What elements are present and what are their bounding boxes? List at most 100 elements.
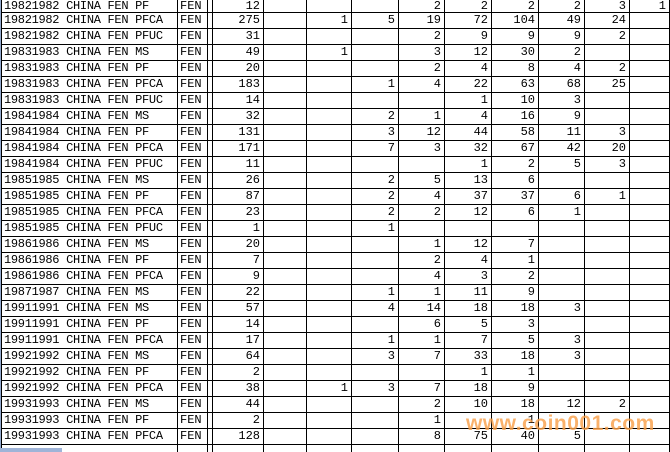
unit-cell[interactable]: FEN xyxy=(178,237,208,253)
grade-count-cell[interactable] xyxy=(352,61,399,77)
grade-count-cell[interactable]: 12 xyxy=(445,205,492,221)
grade-count-cell[interactable]: 5 xyxy=(539,157,585,173)
grade-count-cell[interactable] xyxy=(492,445,539,452)
grade-count-cell[interactable]: 87 xyxy=(213,189,264,205)
grade-count-cell[interactable] xyxy=(585,173,630,189)
grade-count-cell[interactable]: 2 xyxy=(399,0,445,13)
coin-name-cell[interactable]: 19921992 CHINA FEN PFCA xyxy=(2,381,178,397)
grade-count-cell[interactable] xyxy=(264,269,307,285)
grade-count-cell[interactable]: 22 xyxy=(445,77,492,93)
unit-cell[interactable]: FEN xyxy=(178,29,208,45)
grade-count-cell[interactable]: 1 xyxy=(585,189,630,205)
grade-count-cell[interactable]: 2 xyxy=(445,0,492,13)
coin-name-cell[interactable]: 19831983 CHINA FEN PF xyxy=(2,61,178,77)
unit-cell[interactable]: FEN xyxy=(178,269,208,285)
grade-count-cell[interactable]: 2 xyxy=(539,45,585,61)
grade-count-cell[interactable]: 7 xyxy=(213,253,264,269)
grade-count-cell[interactable]: 1 xyxy=(307,13,352,29)
grade-count-cell[interactable] xyxy=(307,413,352,429)
grade-count-cell[interactable] xyxy=(264,285,307,301)
grade-count-cell[interactable] xyxy=(352,93,399,109)
coin-name-cell[interactable]: 19911991 CHINA FEN PFCA xyxy=(2,333,178,349)
grade-count-cell[interactable] xyxy=(630,237,670,253)
grade-count-cell[interactable] xyxy=(630,141,670,157)
grade-count-cell[interactable]: 2 xyxy=(399,397,445,413)
grade-count-cell[interactable]: 20 xyxy=(213,61,264,77)
grade-count-cell[interactable] xyxy=(399,157,445,173)
grade-count-cell[interactable]: 18 xyxy=(445,381,492,397)
grade-count-cell[interactable]: 30 xyxy=(492,45,539,61)
grade-count-cell[interactable] xyxy=(264,301,307,317)
unit-cell[interactable]: FEN xyxy=(178,93,208,109)
grade-count-cell[interactable]: 9 xyxy=(539,29,585,45)
coin-name-cell[interactable]: 19831983 CHINA FEN MS xyxy=(2,45,178,61)
grade-count-cell[interactable] xyxy=(630,189,670,205)
grade-count-cell[interactable] xyxy=(539,445,585,452)
unit-cell[interactable]: FEN xyxy=(178,125,208,141)
coin-name-cell[interactable]: 19831983 CHINA FEN PFUC xyxy=(2,93,178,109)
coin-name-cell[interactable]: 19931993 CHINA FEN PFCA xyxy=(2,429,178,445)
grade-count-cell[interactable]: 5 xyxy=(352,13,399,29)
grade-count-cell[interactable] xyxy=(307,269,352,285)
grade-count-cell[interactable] xyxy=(352,269,399,285)
grade-count-cell[interactable] xyxy=(307,333,352,349)
grade-count-cell[interactable] xyxy=(585,333,630,349)
grade-count-cell[interactable] xyxy=(630,253,670,269)
grade-count-cell[interactable] xyxy=(307,125,352,141)
grade-count-cell[interactable] xyxy=(352,237,399,253)
grade-count-cell[interactable] xyxy=(630,269,670,285)
coin-name-cell[interactable]: 19841984 CHINA FEN PF xyxy=(2,125,178,141)
grade-count-cell[interactable] xyxy=(264,333,307,349)
grade-count-cell[interactable]: 18 xyxy=(445,301,492,317)
grade-count-cell[interactable] xyxy=(264,237,307,253)
coin-name-cell[interactable]: 19921992 CHINA FEN MS xyxy=(2,349,178,365)
grade-count-cell[interactable] xyxy=(264,381,307,397)
grade-count-cell[interactable]: 1 xyxy=(352,77,399,93)
coin-name-cell[interactable]: 19861986 CHINA FEN PFCA xyxy=(2,269,178,285)
unit-cell[interactable]: FEN xyxy=(178,109,208,125)
grade-count-cell[interactable] xyxy=(352,0,399,13)
grade-count-cell[interactable]: 1 xyxy=(307,45,352,61)
grade-count-cell[interactable]: 37 xyxy=(492,189,539,205)
grade-count-cell[interactable]: 5 xyxy=(539,429,585,445)
grade-count-cell[interactable]: 64 xyxy=(213,349,264,365)
grade-count-cell[interactable]: 6 xyxy=(539,189,585,205)
grade-count-cell[interactable]: 22 xyxy=(213,285,264,301)
unit-cell[interactable]: FEN xyxy=(178,61,208,77)
grade-count-cell[interactable]: 32 xyxy=(445,141,492,157)
grade-count-cell[interactable] xyxy=(585,381,630,397)
grade-count-cell[interactable]: 2 xyxy=(352,173,399,189)
grade-count-cell[interactable]: 44 xyxy=(445,125,492,141)
grade-count-cell[interactable]: 2 xyxy=(352,109,399,125)
grade-count-cell[interactable] xyxy=(399,93,445,109)
grade-count-cell[interactable]: 1 xyxy=(445,365,492,381)
grade-count-cell[interactable] xyxy=(539,221,585,237)
grade-count-cell[interactable]: 32 xyxy=(213,109,264,125)
grade-count-cell[interactable] xyxy=(307,429,352,445)
unit-cell[interactable]: FEN xyxy=(178,189,208,205)
grade-count-cell[interactable]: 58 xyxy=(492,125,539,141)
grade-count-cell[interactable]: 5 xyxy=(492,333,539,349)
grade-count-cell[interactable]: 3 xyxy=(585,0,630,13)
grade-count-cell[interactable] xyxy=(307,221,352,237)
grade-count-cell[interactable] xyxy=(307,317,352,333)
grade-count-cell[interactable]: 33 xyxy=(445,349,492,365)
grade-count-cell[interactable] xyxy=(264,397,307,413)
coin-name-cell[interactable]: 19931993 CHINA FEN MS xyxy=(2,397,178,413)
grade-count-cell[interactable]: 3 xyxy=(399,141,445,157)
grade-count-cell[interactable] xyxy=(307,349,352,365)
grade-count-cell[interactable] xyxy=(307,253,352,269)
unit-cell[interactable]: FEN xyxy=(178,429,208,445)
grade-count-cell[interactable]: 3 xyxy=(585,157,630,173)
grade-count-cell[interactable]: 18 xyxy=(492,301,539,317)
grade-count-cell[interactable]: 4 xyxy=(445,61,492,77)
coin-name-cell[interactable]: 19821982 CHINA FEN PF xyxy=(2,0,178,13)
unit-cell[interactable]: FEN xyxy=(178,333,208,349)
grade-count-cell[interactable] xyxy=(630,13,670,29)
grade-count-cell[interactable]: 12 xyxy=(539,397,585,413)
grade-count-cell[interactable]: 3 xyxy=(585,125,630,141)
grade-count-cell[interactable]: 6 xyxy=(492,205,539,221)
grade-count-cell[interactable]: 2 xyxy=(213,413,264,429)
grade-count-cell[interactable]: 44 xyxy=(213,397,264,413)
grade-count-cell[interactable]: 3 xyxy=(492,317,539,333)
